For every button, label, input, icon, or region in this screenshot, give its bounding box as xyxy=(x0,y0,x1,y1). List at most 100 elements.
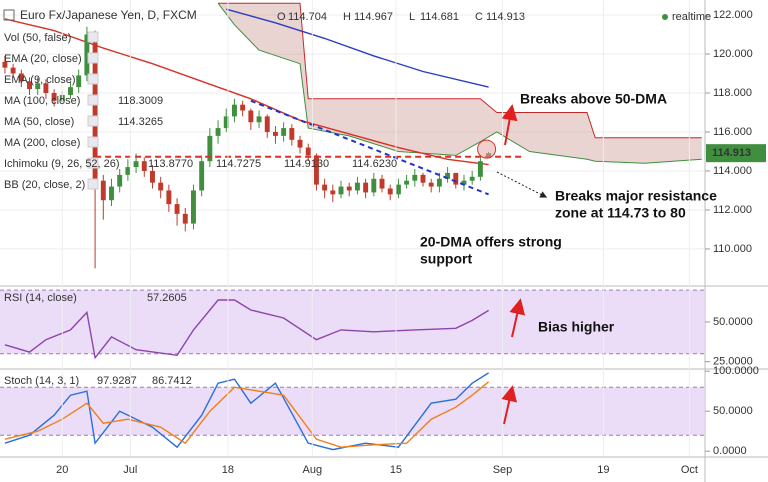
candle-body xyxy=(445,172,451,179)
y-tick-label: 110.000 xyxy=(713,243,752,255)
candle-body xyxy=(395,184,401,195)
candle-body xyxy=(100,180,106,201)
candle-body xyxy=(166,190,172,205)
candle-body xyxy=(322,184,328,191)
legend-icon xyxy=(87,178,99,190)
legend-label: EMA (20, close) xyxy=(4,53,82,65)
legend-label: MA (100, close) xyxy=(4,95,80,107)
legend-reading: 113.8770 xyxy=(148,158,193,170)
candle-body xyxy=(231,104,237,117)
candle-body xyxy=(182,213,188,224)
y-tick-label: 50.0000 xyxy=(713,405,753,417)
series-line xyxy=(4,299,489,360)
ohlc-value: 114.704 xyxy=(288,11,327,23)
candle-body xyxy=(10,67,16,74)
candle-body xyxy=(223,116,229,129)
candle-body xyxy=(215,128,221,136)
candle-body xyxy=(191,190,196,224)
legend-label: BB (20, close, 2) xyxy=(4,179,85,191)
candle-body xyxy=(363,182,369,193)
status-dot xyxy=(662,14,668,20)
panel-reading: 86.7412 xyxy=(152,375,192,387)
candle-body xyxy=(76,75,82,88)
legend-reading: 114.3265 xyxy=(118,116,163,128)
annotation: Breaks above 50-DMA xyxy=(520,91,667,107)
candle-body xyxy=(256,116,262,123)
y-tick-label: 122.000 xyxy=(713,9,753,21)
candle-body xyxy=(281,128,287,136)
candle-body xyxy=(420,174,426,183)
annotation: Breaks major resistance xyxy=(555,188,717,204)
candle-body xyxy=(2,61,8,68)
ohlc-label: L xyxy=(409,11,415,23)
ohlc-value: 114.913 xyxy=(486,11,525,23)
trendline xyxy=(250,99,489,196)
panel-title: Stoch (14, 3, 1) xyxy=(4,375,79,387)
y-tick-label: 114.000 xyxy=(713,165,752,177)
series-line xyxy=(226,8,489,88)
candle-body xyxy=(469,176,475,181)
legend-reading: 114.6230 xyxy=(352,158,397,170)
candle-body xyxy=(436,178,442,187)
candle-body xyxy=(158,182,164,191)
legend-icon xyxy=(87,52,99,64)
x-tick-label: Oct xyxy=(681,464,698,476)
candle-body xyxy=(35,83,41,90)
legend-reading: 114.9130 xyxy=(284,158,329,170)
x-tick-label: 19 xyxy=(597,464,609,476)
band xyxy=(0,290,705,354)
candle-body xyxy=(305,147,311,156)
y-tick-label: 116.000 xyxy=(713,126,752,138)
y-tick-label: 112.000 xyxy=(713,204,752,216)
candle-body xyxy=(272,131,278,136)
candle-body xyxy=(125,167,131,175)
annotation: support xyxy=(420,251,472,267)
x-tick-label: 20 xyxy=(56,464,68,476)
candle-body xyxy=(330,190,336,195)
candle-body xyxy=(150,170,155,183)
candle-body xyxy=(346,186,352,191)
x-tick-label: 18 xyxy=(222,464,234,476)
candle-body xyxy=(404,180,410,185)
legend-reading: 118.3009 xyxy=(118,95,163,107)
arrow xyxy=(496,171,548,198)
candle-body xyxy=(240,104,246,111)
legend-label: EMA (9, close) xyxy=(4,74,76,86)
candle-body xyxy=(461,180,467,185)
candle-body xyxy=(371,178,377,193)
ohlc-value: 114.681 xyxy=(420,11,459,23)
x-tick-label: Jul xyxy=(123,464,137,476)
x-tick-label: 15 xyxy=(390,464,402,476)
candle-body xyxy=(338,186,344,195)
candle-body xyxy=(68,87,73,95)
candle-body xyxy=(18,73,24,82)
status: realtime xyxy=(672,11,711,23)
candle-body xyxy=(117,174,123,187)
arrow xyxy=(501,385,518,425)
legend-label: MA (50, close) xyxy=(4,116,74,128)
band xyxy=(0,387,705,436)
cloud-fill xyxy=(218,3,702,164)
candle-body xyxy=(141,161,147,171)
candle-body xyxy=(264,116,270,132)
arrow xyxy=(509,298,526,338)
y-tick-label: 100.0000 xyxy=(713,365,759,377)
panel xyxy=(0,289,705,360)
candle-body xyxy=(412,174,418,181)
panel xyxy=(0,372,705,451)
cloud-span-b xyxy=(218,2,702,139)
ohlc-label: C xyxy=(475,11,483,23)
y-tick-label: 120.000 xyxy=(713,48,753,60)
candle-body xyxy=(43,83,49,93)
candle-body xyxy=(428,182,434,187)
panel-reading: 57.2605 xyxy=(147,292,187,304)
candle-body xyxy=(199,161,205,191)
legend-label: MA (200, close) xyxy=(4,137,80,149)
arrow xyxy=(501,104,518,146)
cloud-span-a xyxy=(217,2,702,164)
legend-icon xyxy=(87,73,99,85)
highlight-circle xyxy=(477,139,497,159)
candle-body xyxy=(354,182,360,191)
price-tag xyxy=(706,144,766,163)
